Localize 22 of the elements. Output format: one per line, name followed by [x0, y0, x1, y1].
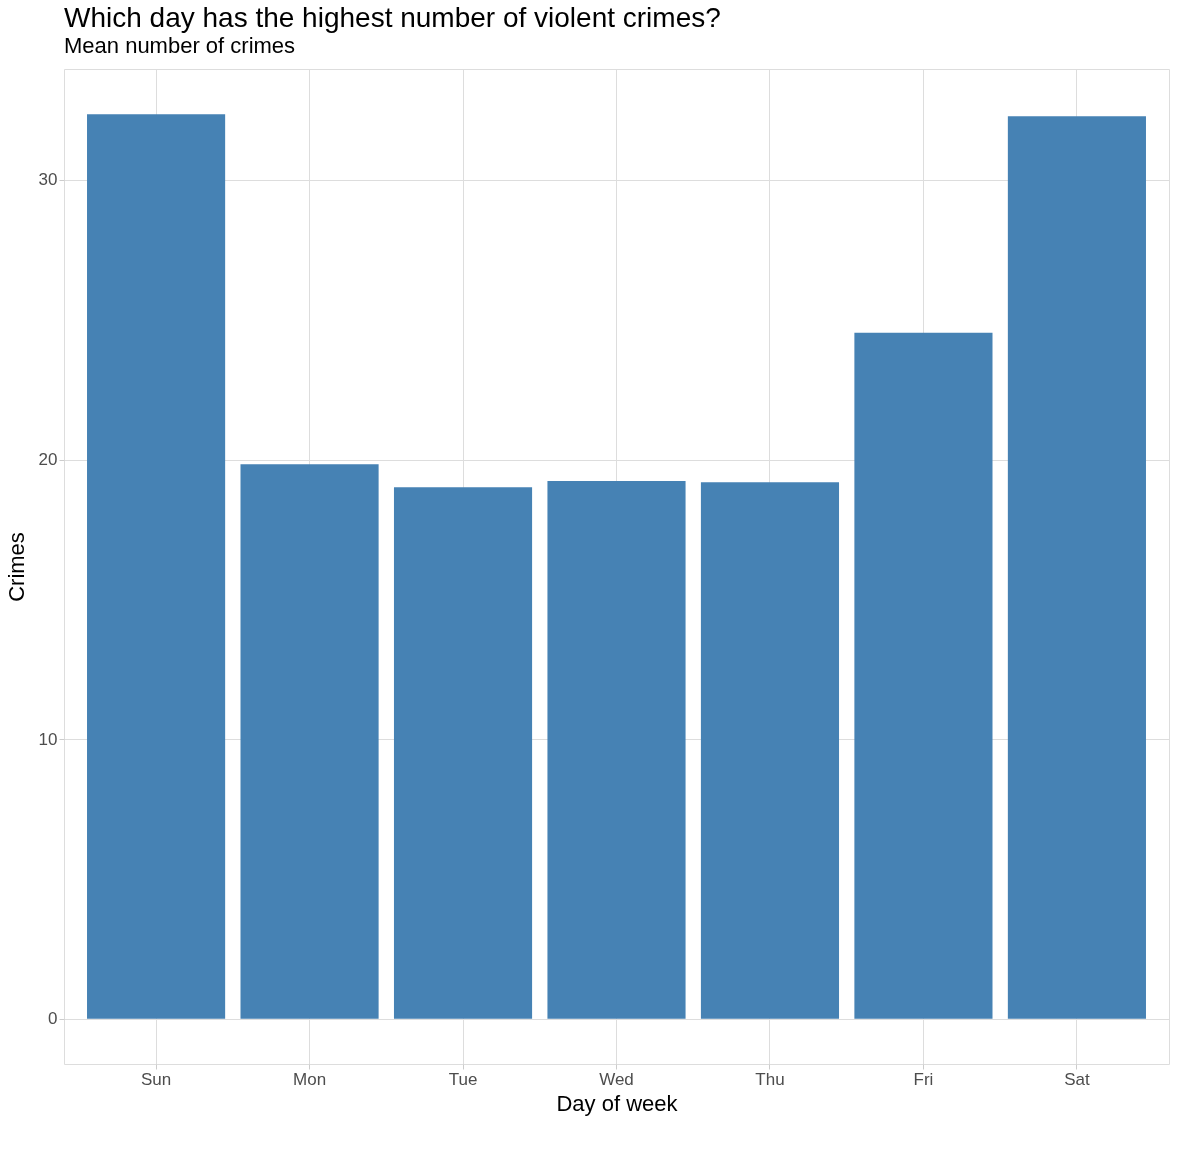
bar	[87, 114, 226, 1019]
x-tick-label: Mon	[293, 1069, 327, 1089]
bar	[700, 482, 840, 1019]
bar	[240, 464, 379, 1019]
x-tick-label: Thu	[755, 1069, 785, 1089]
bar	[393, 487, 533, 1019]
x-tick-label: Sat	[1064, 1069, 1090, 1089]
bar	[1007, 116, 1146, 1019]
x-tick-label: Fri	[913, 1069, 934, 1089]
bar	[854, 332, 993, 1019]
y-axis-title: Crimes	[3, 532, 29, 602]
chart-subtitle: Mean number of crimes	[64, 33, 296, 58]
y-tick-label: 30	[38, 170, 58, 190]
x-tick-label: Tue	[448, 1069, 478, 1089]
x-axis-title: Day of week	[556, 1090, 679, 1116]
x-tick-label: Wed	[599, 1069, 634, 1089]
y-tick-label: 0	[48, 1009, 58, 1029]
y-tick-label: 10	[38, 729, 58, 749]
y-tick-label: 20	[38, 450, 58, 470]
x-tick-label: Sun	[140, 1069, 172, 1089]
bar	[547, 481, 686, 1019]
chart-title: Which day has the highest number of violent crimes?	[64, 2, 721, 33]
